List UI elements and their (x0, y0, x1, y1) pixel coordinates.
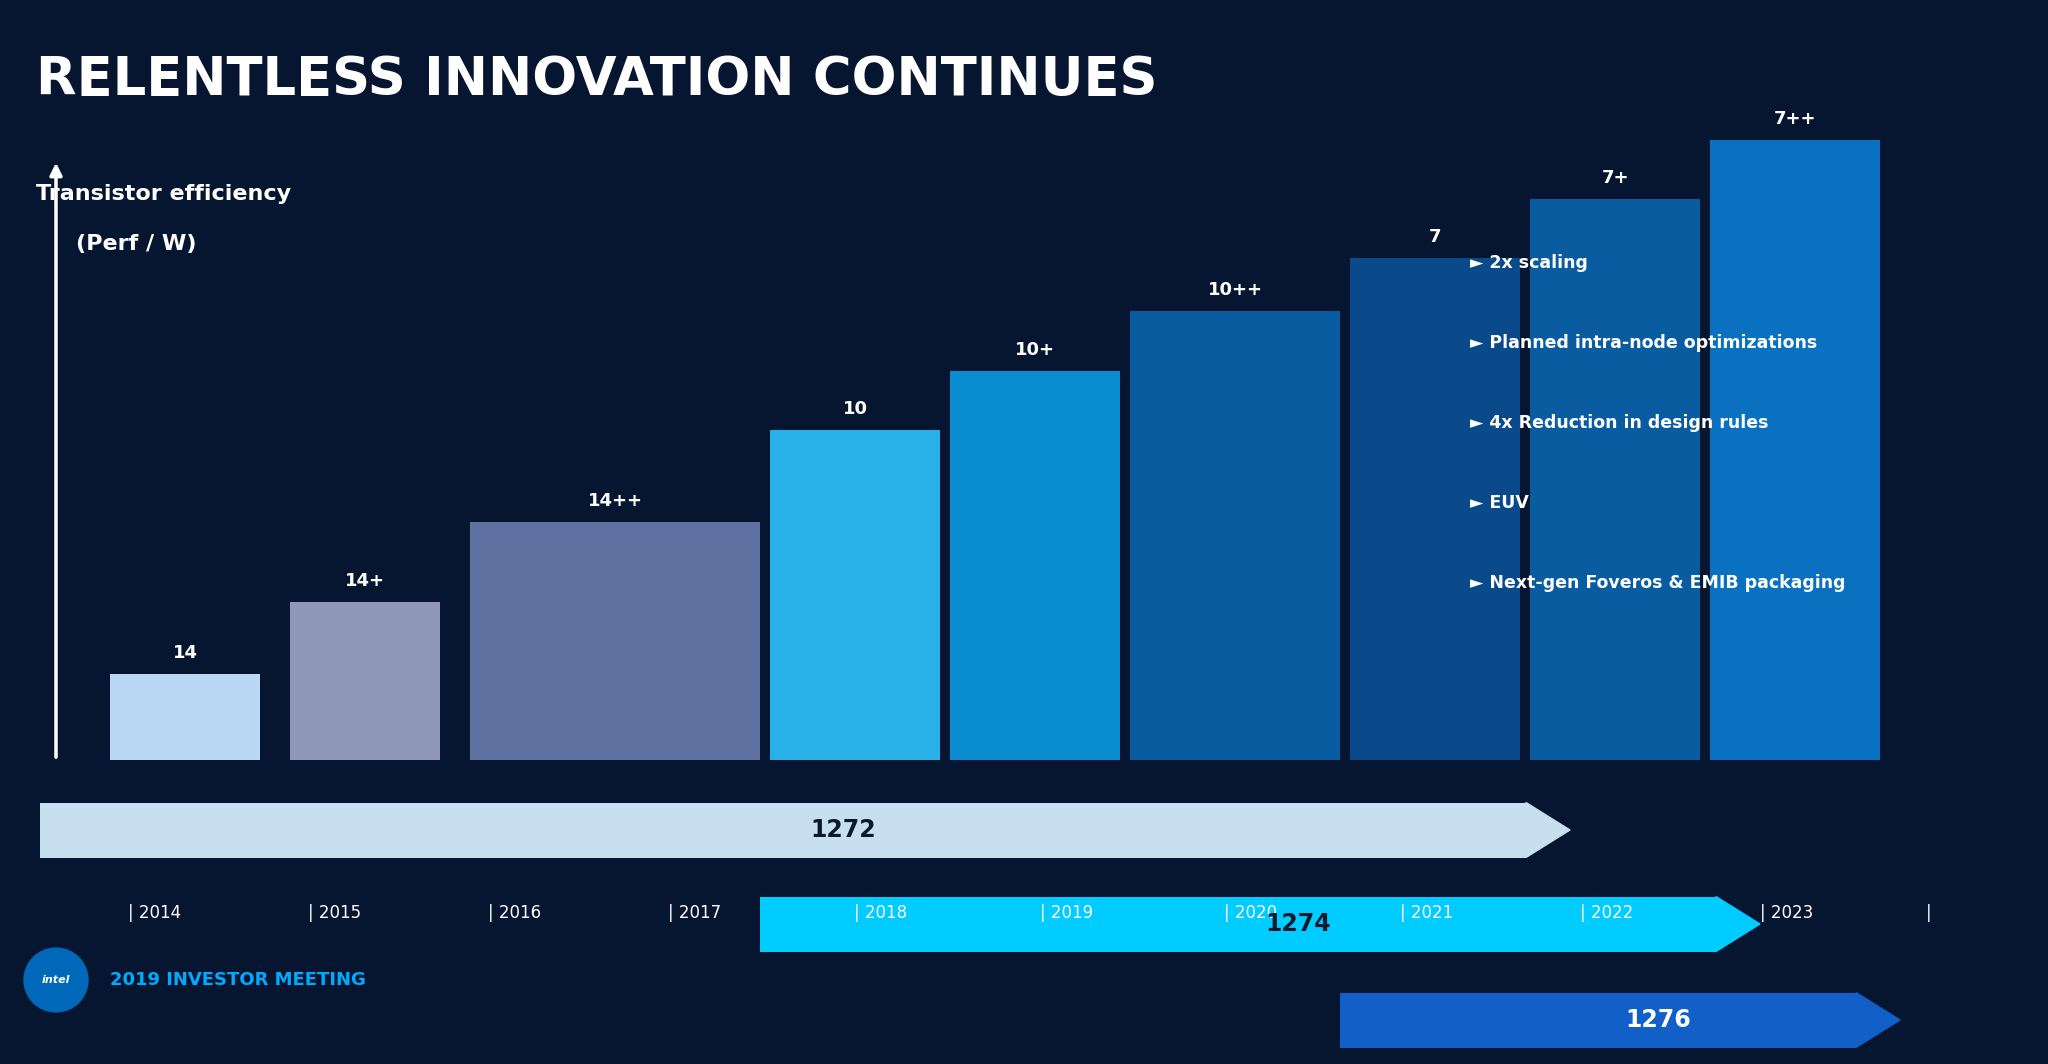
Bar (1350, 259, 1520, 760)
Text: | 2021: | 2021 (1401, 904, 1454, 922)
Text: ► Planned intra-node optimizations: ► Planned intra-node optimizations (1470, 334, 1817, 352)
Text: | 2022: | 2022 (1579, 904, 1632, 922)
Text: 1274: 1274 (1266, 912, 1331, 936)
Bar (111, 675, 260, 760)
Text: (Perf / W): (Perf / W) (76, 234, 197, 254)
Text: | 2016: | 2016 (487, 904, 541, 922)
Text: 7: 7 (1430, 229, 1442, 247)
Text: intel: intel (41, 975, 70, 985)
Text: | 2014: | 2014 (127, 904, 180, 922)
Text: | 2017: | 2017 (668, 904, 721, 922)
Text: | 2018: | 2018 (854, 904, 907, 922)
Polygon shape (1716, 897, 1759, 951)
Text: ► Next-gen Foveros & EMIB packaging: ► Next-gen Foveros & EMIB packaging (1470, 573, 1845, 592)
Bar (291, 601, 440, 760)
Bar (1339, 993, 1855, 1047)
Text: 14+: 14+ (344, 571, 385, 589)
Text: Transistor efficiency: Transistor efficiency (37, 184, 291, 204)
Text: 7++: 7++ (1774, 110, 1817, 128)
Bar (1530, 199, 1700, 760)
Text: 2019 INVESTOR MEETING: 2019 INVESTOR MEETING (111, 971, 367, 990)
Bar (1710, 139, 1880, 760)
Text: ► EUV: ► EUV (1470, 494, 1530, 512)
Text: | 2019: | 2019 (1040, 904, 1094, 922)
Text: 14: 14 (172, 644, 197, 662)
Bar (41, 802, 1526, 858)
Text: | 2023: | 2023 (1759, 904, 1812, 922)
Bar (760, 897, 1716, 951)
Bar (469, 522, 760, 760)
Text: ► 4x Reduction in design rules: ► 4x Reduction in design rules (1470, 414, 1769, 432)
Text: | 2015: | 2015 (307, 904, 360, 922)
Text: 10: 10 (842, 400, 868, 418)
Polygon shape (1526, 802, 1571, 858)
Text: 1276: 1276 (1626, 1008, 1692, 1032)
Text: 7+: 7+ (1602, 169, 1628, 187)
Text: 10++: 10++ (1208, 281, 1262, 299)
Text: 10+: 10+ (1016, 340, 1055, 359)
Text: 1272: 1272 (811, 818, 877, 842)
Text: |: | (1925, 904, 1931, 922)
Circle shape (25, 948, 88, 1012)
Text: 14++: 14++ (588, 493, 643, 511)
Bar (770, 430, 940, 760)
Text: RELENTLESS INNOVATION CONTINUES: RELENTLESS INNOVATION CONTINUES (37, 54, 1157, 106)
Polygon shape (1855, 993, 1901, 1047)
Text: ► 2x scaling: ► 2x scaling (1470, 254, 1587, 272)
Bar (1130, 311, 1339, 760)
Text: | 2020: | 2020 (1225, 904, 1278, 922)
Bar (950, 370, 1120, 760)
